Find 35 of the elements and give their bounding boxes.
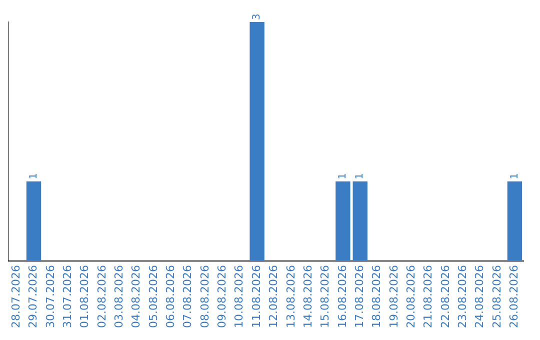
x-tick-label: 23.08.2026 — [456, 265, 470, 328]
x-tick-label: 03.08.2026 — [112, 265, 126, 328]
x-tick-label: 19.08.2026 — [387, 265, 400, 328]
data-label: 1 — [509, 172, 520, 180]
x-tick-label: 21.08.2026 — [422, 265, 435, 328]
x-tick-label: 31.07.2026 — [60, 265, 74, 328]
x-tick-label: 22.08.2026 — [438, 265, 452, 328]
x-tick-label: 26.08.2026 — [508, 265, 521, 328]
data-label: 1 — [354, 172, 366, 180]
x-tick-label: 16.08.2026 — [336, 265, 349, 328]
x-tick-label: 13.08.2026 — [284, 265, 298, 328]
x-tick-label: 18.08.2026 — [370, 265, 384, 328]
x-tick-label: 01.08.2026 — [78, 265, 92, 328]
data-label: 1 — [28, 172, 40, 180]
x-tick-label: 30.07.2026 — [44, 265, 57, 328]
x-tick-label: 17.08.2026 — [352, 265, 366, 328]
x-tick-label: 04.08.2026 — [130, 265, 143, 328]
x-tick-label: 15.08.2026 — [318, 265, 332, 328]
x-tick-label: 14.08.2026 — [301, 265, 314, 328]
x-tick-label: 07.08.2026 — [181, 265, 194, 328]
x-tick-label: 25.08.2026 — [490, 265, 504, 328]
x-tick-label: 20.08.2026 — [404, 265, 418, 328]
x-tick-label: 10.08.2026 — [232, 265, 246, 328]
data-label: 1 — [338, 172, 349, 180]
x-tick-label: 29.07.2026 — [26, 265, 40, 328]
x-tick-label: 12.08.2026 — [267, 265, 280, 328]
x-tick-label: 24.08.2026 — [473, 265, 486, 328]
x-tick-label: 05.08.2026 — [146, 265, 160, 328]
x-tick-label: 09.08.2026 — [216, 265, 229, 328]
x-tick-label: 08.08.2026 — [198, 265, 212, 328]
x-tick-label: 02.08.2026 — [95, 265, 108, 328]
x-tick-label: 28.07.2026 — [9, 265, 22, 328]
data-label: 3 — [252, 14, 263, 20]
x-tick-label: 06.08.2026 — [164, 265, 178, 328]
x-tick-label: 11.08.2026 — [250, 265, 263, 328]
